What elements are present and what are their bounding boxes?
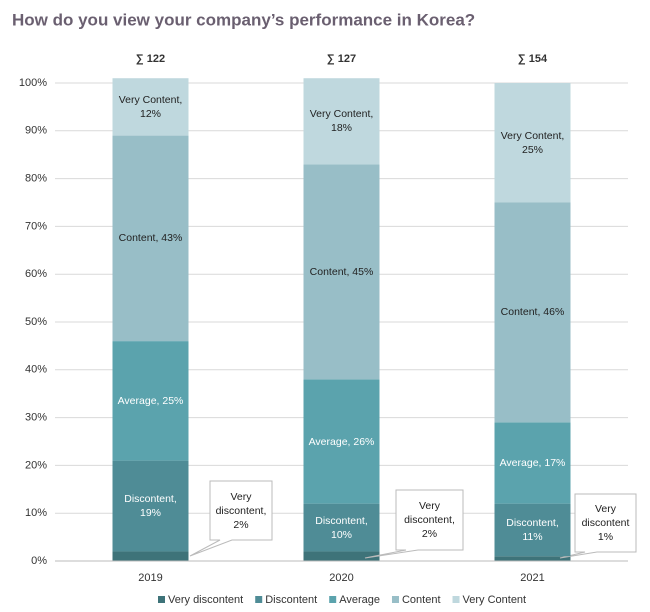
- legend-swatch: [255, 596, 263, 603]
- callout-label: Very discontent, 2%: [404, 500, 455, 540]
- bar-segment: [494, 556, 571, 561]
- data-label: Average, 17%: [499, 457, 566, 469]
- y-tick-label: 30%: [25, 412, 47, 424]
- y-tick-label: 60%: [25, 268, 47, 280]
- bar-segment: [303, 379, 380, 504]
- data-label: Average, 25%: [117, 394, 184, 407]
- total-annotation: ∑ 127: [327, 53, 356, 65]
- legend-label: Very discontent: [168, 594, 243, 606]
- x-tick-label: 2020: [329, 572, 353, 584]
- legend-label: Content: [402, 594, 441, 606]
- bar-segment: [303, 164, 380, 380]
- legend-label: Very Content: [463, 594, 527, 606]
- data-label: Content, 43%: [118, 232, 183, 245]
- y-tick-label: 70%: [25, 220, 47, 232]
- callout-box: [559, 493, 637, 559]
- bar-segment: [303, 78, 380, 165]
- bar-segment: [112, 341, 189, 461]
- callout-label: Very discontent, 2%: [215, 490, 267, 531]
- total-annotation: ∑ 122: [136, 53, 165, 65]
- data-label: Average, 26%: [308, 435, 375, 448]
- legend-label: Discontent: [265, 594, 317, 606]
- callout-label: Very discontent 1%: [581, 503, 630, 543]
- data-label: Very Content, 12%: [118, 93, 183, 120]
- data-label: Very Content, 25%: [500, 129, 565, 156]
- bar-segment: [303, 551, 380, 561]
- bar-segment: [303, 503, 380, 552]
- data-label: Discontent, 11%: [506, 516, 559, 543]
- data-label: Content, 45%: [309, 265, 374, 278]
- legend-swatch: [158, 596, 165, 603]
- bar-segment: [112, 78, 189, 136]
- y-tick-label: 0%: [31, 555, 47, 567]
- callout-box: [189, 480, 273, 557]
- chart-title: How do you view your company’s performan…: [12, 10, 475, 29]
- bar-segment: [494, 202, 571, 423]
- x-tick-label: 2021: [520, 572, 544, 584]
- x-tick-label: 2019: [138, 572, 162, 584]
- data-label: Very Content, 18%: [309, 108, 374, 135]
- y-tick-label: 80%: [25, 173, 47, 185]
- y-tick-label: 20%: [25, 459, 47, 471]
- bar-segment: [112, 460, 189, 552]
- legend-swatch: [452, 596, 460, 603]
- legend-swatch: [329, 596, 337, 603]
- data-label: Content, 46%: [500, 306, 565, 319]
- y-tick-label: 100%: [19, 77, 47, 89]
- bar-segment: [112, 135, 189, 342]
- y-tick-label: 50%: [25, 316, 47, 328]
- bar-segment: [112, 551, 189, 561]
- bar-segment: [494, 422, 571, 504]
- callout-box: [364, 489, 464, 559]
- bar-segment: [494, 503, 571, 557]
- bar-segment: [494, 83, 571, 203]
- data-label: Discontent, 10%: [315, 514, 368, 541]
- total-annotation: ∑ 154: [518, 53, 548, 65]
- data-label: Discontent, 19%: [124, 493, 177, 520]
- legend-swatch: [391, 596, 399, 603]
- y-tick-label: 40%: [25, 364, 47, 376]
- y-tick-label: 90%: [25, 125, 47, 137]
- legend-label: Average: [339, 594, 380, 606]
- y-tick-label: 10%: [25, 507, 47, 519]
